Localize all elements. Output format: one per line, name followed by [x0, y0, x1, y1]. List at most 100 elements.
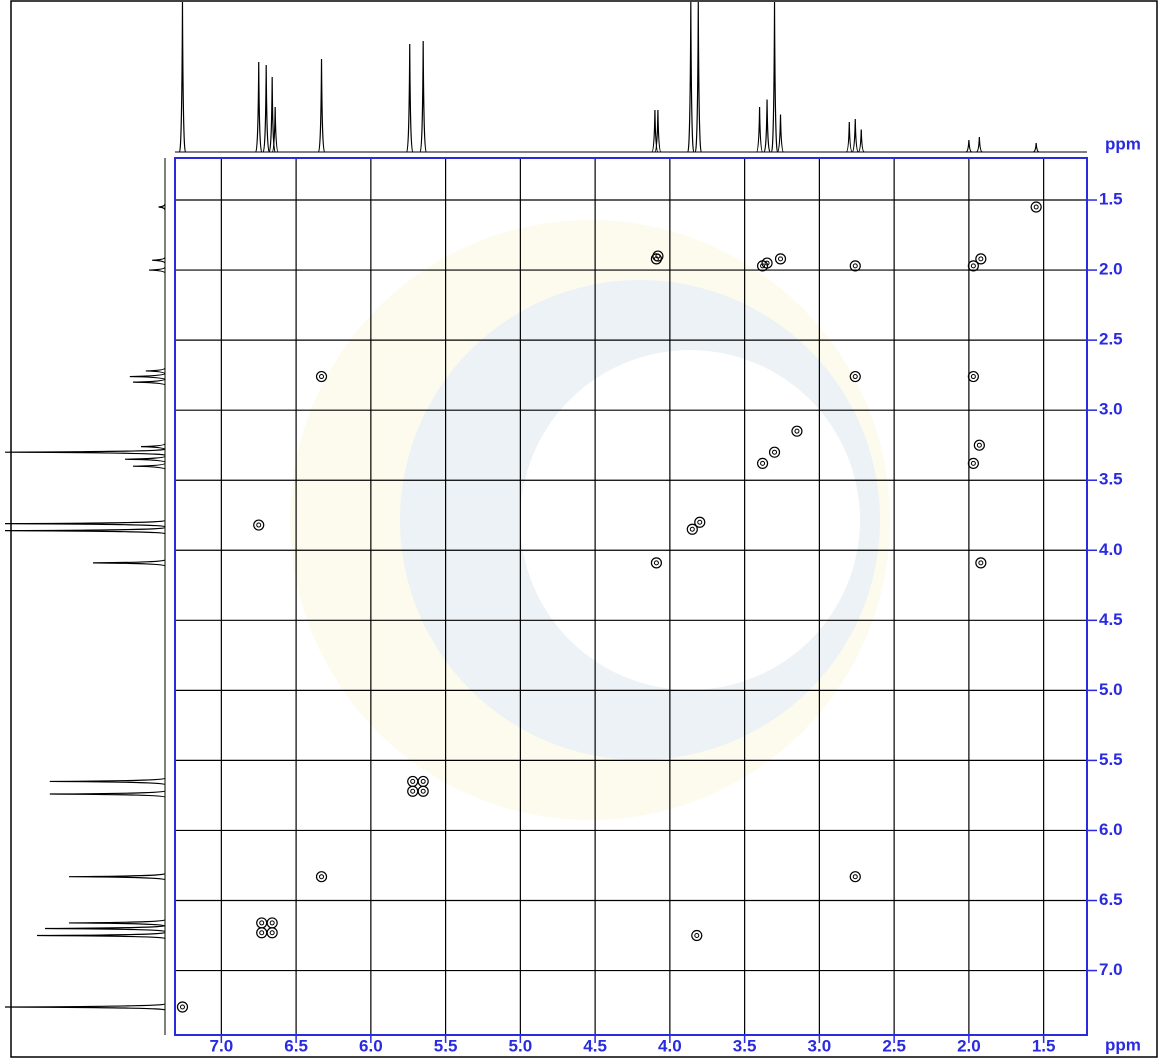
left-projection-peak — [4, 527, 166, 535]
left-projection-peak — [68, 919, 166, 927]
frame — [10, 0, 1158, 1058]
cross-peak-core — [259, 930, 265, 936]
cross-peak-core — [697, 519, 703, 525]
left-projection-peak — [4, 448, 166, 456]
cross-peak-core — [760, 460, 766, 466]
watermark — [290, 220, 890, 820]
top-projection-peak — [770, 1, 779, 153]
cross-peak-core — [978, 560, 984, 566]
left-projection-peak — [4, 1003, 166, 1011]
x-tick-label: 4.0 — [658, 1036, 682, 1055]
y-tick-label: 7.0 — [1099, 960, 1123, 979]
cross-peak-core — [269, 920, 275, 926]
cross-peak — [694, 516, 706, 528]
top-axis-unit: ppm — [1105, 134, 1141, 153]
cross-peak-core — [256, 522, 262, 528]
top-projection-peak — [317, 58, 326, 153]
cross-peak — [266, 927, 278, 939]
cross-peak-core — [319, 874, 325, 880]
cross-peak-core — [420, 778, 426, 784]
cross-peak-core — [852, 874, 858, 880]
cross-peak — [756, 457, 769, 470]
watermark-disc — [290, 220, 890, 820]
top-projection-peak — [178, 1, 187, 153]
cross-peak — [967, 260, 979, 272]
left-projection-peak — [44, 924, 166, 933]
y-tick-label: 2.0 — [1099, 260, 1123, 279]
top-projection-peak — [694, 1, 702, 153]
cross-peak — [650, 557, 663, 569]
cross-peak-core — [976, 442, 982, 448]
cross-peak — [761, 257, 773, 269]
x-tick-label: 3.5 — [733, 1036, 757, 1055]
x-tick-label: 4.5 — [583, 1036, 607, 1055]
left-projection-peak — [92, 559, 166, 567]
cross-peak — [176, 1001, 189, 1013]
left-projection-peak — [132, 462, 166, 470]
y-tick-label: 1.5 — [1099, 190, 1123, 209]
plot-frame — [174, 157, 1088, 1036]
cross-peak-core — [420, 788, 426, 794]
top-projection-peak — [755, 106, 764, 153]
top-projection-peak — [271, 106, 279, 153]
cross-peak — [967, 370, 979, 383]
y-tick-label: 2.5 — [1099, 330, 1123, 349]
y-tick-label: 6.5 — [1099, 890, 1123, 909]
cross-peak-core — [970, 374, 976, 380]
left-projection-peak — [68, 873, 166, 881]
cross-peak — [975, 557, 987, 569]
top-projection-peak — [406, 43, 414, 153]
top-projection-peak — [845, 121, 853, 153]
y-tick-label: 3.0 — [1099, 400, 1123, 419]
cross-peak — [407, 775, 419, 788]
top-projection-peak — [419, 40, 427, 153]
cross-peak-core — [179, 1004, 185, 1010]
x-tick-label: 7.0 — [210, 1036, 234, 1055]
cross-peak — [774, 253, 787, 265]
left-projection-peak — [49, 790, 166, 798]
left-projection-peak — [158, 203, 166, 211]
x-tick-label: 6.0 — [359, 1036, 383, 1055]
top-projection-peak — [1033, 142, 1040, 153]
cross-peak — [849, 370, 861, 383]
top-projection-peak — [851, 118, 859, 153]
left-projection-peak — [36, 931, 166, 940]
y-tick-label: 5.5 — [1099, 750, 1123, 769]
top-projection-peak — [654, 109, 662, 153]
cross-peak-core — [764, 260, 770, 266]
y-tick-label: 4.5 — [1099, 610, 1123, 629]
x-tick-label: 6.5 — [284, 1036, 308, 1055]
cross-peak — [791, 425, 803, 437]
top-projection-peak — [976, 136, 983, 153]
cross-peak — [686, 523, 698, 535]
cross-peak-core — [694, 933, 700, 939]
y-tick-label: 4.0 — [1099, 540, 1123, 559]
y-tick-label: 3.5 — [1099, 470, 1123, 489]
cross-peak — [1030, 201, 1042, 213]
cross-peak-core — [852, 374, 858, 380]
cross-peak-core — [410, 778, 416, 784]
cross-peak-core — [978, 256, 984, 262]
cross-peak — [253, 519, 265, 531]
cross-peak — [417, 775, 429, 788]
x-tick-label: 1.5 — [1032, 1036, 1056, 1055]
left-projection-peak — [124, 455, 166, 463]
left-projection-peak — [129, 372, 166, 381]
top-projection-peak — [651, 109, 659, 153]
cross-peak — [315, 370, 328, 383]
cross-peak-core — [772, 449, 778, 455]
cross-peak-core — [970, 460, 976, 466]
cross-peak — [256, 917, 268, 929]
cross-peak-core — [778, 256, 784, 262]
cross-peak — [256, 927, 268, 939]
cross-peak-core — [794, 428, 800, 434]
left-projection-peak — [145, 367, 166, 375]
top-projection-peak — [857, 129, 865, 153]
cross-peak — [849, 871, 861, 883]
cross-peak-core — [655, 253, 661, 259]
left-projection-peak — [148, 266, 166, 274]
cross-peak-core — [269, 930, 275, 936]
left-projection-peak — [49, 777, 166, 786]
top-projection-peak — [255, 61, 263, 153]
